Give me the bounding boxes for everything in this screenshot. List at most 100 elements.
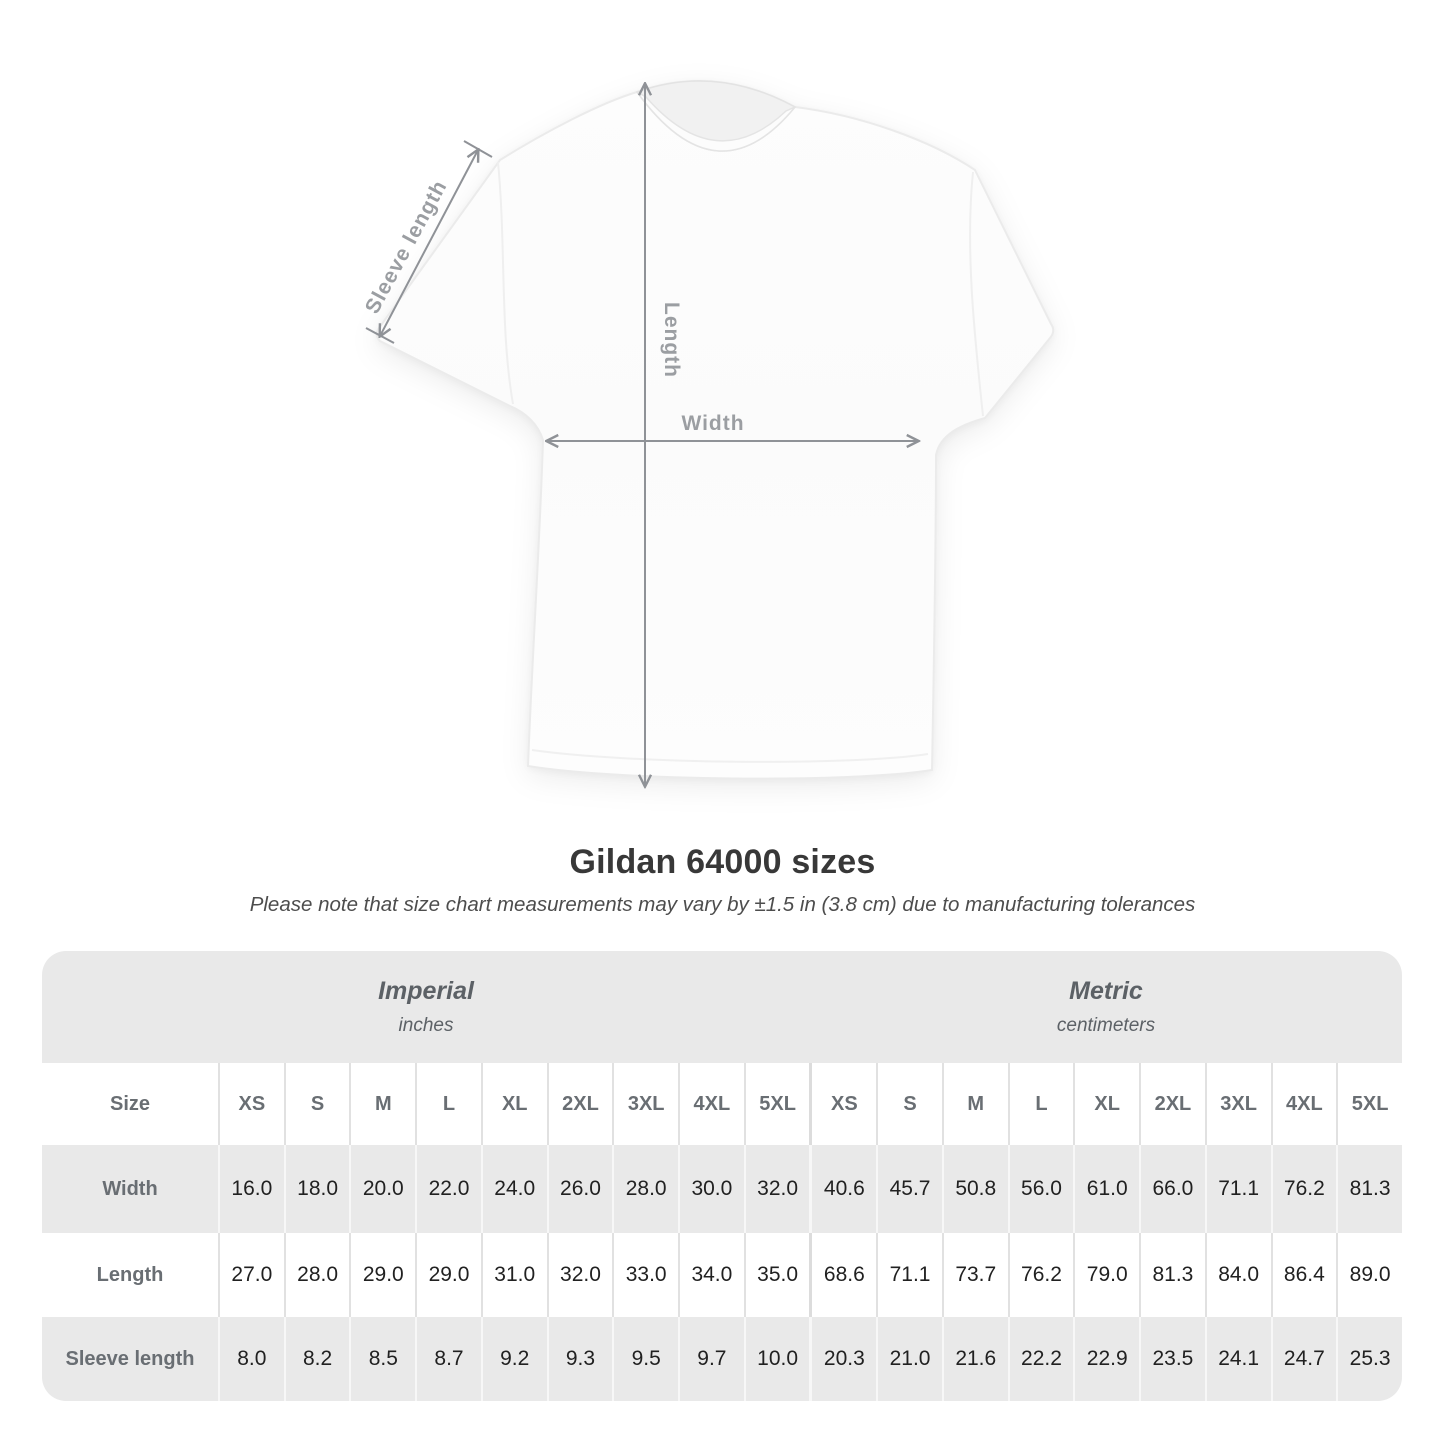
measurement-cell: 29.0 [415, 1233, 481, 1317]
unit-group-header-row: Imperial inches Metric centimeters [42, 951, 1402, 1063]
size-col-header: M [941, 1063, 1008, 1145]
size-col-header: 3XL [612, 1063, 678, 1145]
measurement-cell: 71.1 [876, 1233, 942, 1317]
measurement-cell: 81.3 [1336, 1145, 1402, 1233]
size-col-header: 5XL [1336, 1063, 1402, 1145]
size-col-header: M [349, 1063, 415, 1145]
measurement-cell: 28.0 [283, 1233, 350, 1317]
sleeve-length-row: Sleeve length 8.0 8.2 8.5 8.7 9.2 9.3 9.… [42, 1317, 1402, 1401]
size-col-header: 3XL [1204, 1063, 1271, 1145]
measurement-cell: 29.0 [349, 1233, 415, 1317]
measurement-cell: 50.8 [941, 1145, 1008, 1233]
length-row: Length 27.0 28.0 29.0 29.0 31.0 32.0 33.… [42, 1233, 1402, 1317]
measurement-cell: 76.2 [1007, 1233, 1074, 1317]
size-col-header: 5XL [743, 1063, 810, 1145]
measurement-cell: 32.0 [743, 1145, 810, 1233]
measurement-cell: 31.0 [480, 1233, 547, 1317]
size-col-header: 2XL [546, 1063, 613, 1145]
measurement-cell: 9.7 [678, 1317, 744, 1401]
imperial-label: Imperial [378, 977, 474, 1005]
size-col-header: 2XL [1139, 1063, 1205, 1145]
measurement-cell: 8.0 [218, 1317, 284, 1401]
measurement-cell: 68.6 [809, 1233, 876, 1317]
measurement-cell: 9.2 [480, 1317, 547, 1401]
sleeve-arrow-end-tick [463, 140, 493, 158]
measurement-cell: 24.1 [1204, 1317, 1271, 1401]
measurement-cell: 24.7 [1270, 1317, 1337, 1401]
measurement-cell: 56.0 [1007, 1145, 1074, 1233]
length-row-label: Length [96, 1263, 164, 1286]
measurement-cell: 20.3 [809, 1317, 876, 1401]
measurement-cell: 26.0 [546, 1145, 613, 1233]
tshirt-photo [375, 79, 1055, 780]
size-col-header: L [1007, 1063, 1074, 1145]
measurement-cell: 21.0 [876, 1317, 942, 1401]
measurement-cell: 27.0 [218, 1233, 284, 1317]
measurement-cell: 22.0 [415, 1145, 481, 1233]
size-table: Imperial inches Metric centimeters Size … [42, 951, 1402, 1401]
measurement-cell: 22.2 [1007, 1317, 1074, 1401]
width-row: Width 16.0 18.0 20.0 22.0 24.0 26.0 28.0… [42, 1145, 1402, 1233]
measurement-cell: 32.0 [546, 1233, 613, 1317]
measurement-arrows [365, 84, 918, 786]
measurement-cell: 18.0 [283, 1145, 350, 1233]
measurement-cell: 45.7 [876, 1145, 942, 1233]
measurement-cell: 89.0 [1336, 1233, 1402, 1317]
measurement-cell: 66.0 [1139, 1145, 1205, 1233]
size-col-header: L [415, 1063, 481, 1145]
measurement-cell: 71.1 [1204, 1145, 1271, 1233]
measurement-cell: 28.0 [612, 1145, 678, 1233]
hem-stitch [531, 749, 929, 763]
measurement-cell: 86.4 [1270, 1233, 1337, 1317]
measurement-cell: 10.0 [743, 1317, 810, 1401]
imperial-unit: inches [398, 1015, 454, 1036]
size-col-header: S [283, 1063, 350, 1145]
size-col-header: XL [1073, 1063, 1139, 1145]
metric-unit: centimeters [1056, 1015, 1156, 1036]
width-row-label: Width [102, 1177, 158, 1200]
size-header-row: Size XS S M L XL 2XL 3XL 4XL 5XL XS S M … [42, 1063, 1402, 1145]
measurement-cell: 84.0 [1204, 1233, 1271, 1317]
metric-group-header: Metric centimeters [810, 951, 1402, 1063]
length-label: Length [660, 302, 683, 378]
size-col-header: 4XL [1270, 1063, 1337, 1145]
measurement-cell: 34.0 [678, 1233, 744, 1317]
measurement-cell: 79.0 [1073, 1233, 1139, 1317]
tshirt-measurement-diagram: Sleeve length Length Width [361, 79, 1055, 835]
measurement-cell: 8.2 [283, 1317, 350, 1401]
imperial-group-header: Imperial inches [42, 951, 810, 1063]
sleeve-length-arrow [380, 150, 478, 336]
page-title: Gildan 64000 sizes [569, 843, 876, 881]
measurement-cell: 73.7 [941, 1233, 1008, 1317]
measurement-cell: 35.0 [743, 1233, 810, 1317]
measurement-cell: 8.7 [415, 1317, 481, 1401]
measurement-cell: 9.3 [546, 1317, 613, 1401]
collar-band [636, 91, 796, 152]
measurement-cell: 22.9 [1073, 1317, 1139, 1401]
size-col-header: S [876, 1063, 942, 1145]
measurement-cell: 9.5 [612, 1317, 678, 1401]
tolerance-note: Please note that size chart measurements… [249, 893, 1196, 916]
measurement-cell: 20.0 [349, 1145, 415, 1233]
measurement-cell: 16.0 [218, 1145, 284, 1233]
sleeve-row-label: Sleeve length [65, 1347, 195, 1370]
size-col-header: XS [218, 1063, 284, 1145]
right-sleeve-seam [969, 171, 984, 417]
sleeve-arrow-end-tick [365, 327, 395, 344]
size-col-header: XS [809, 1063, 876, 1145]
measurement-cell: 8.5 [349, 1317, 415, 1401]
size-col-header: 4XL [678, 1063, 744, 1145]
size-col-header: XL [480, 1063, 547, 1145]
measurement-cell: 33.0 [612, 1233, 678, 1317]
measurement-cell: 25.3 [1336, 1317, 1402, 1401]
measurement-cell: 81.3 [1139, 1233, 1205, 1317]
measurement-cell: 76.2 [1270, 1145, 1337, 1233]
measurement-cell: 30.0 [678, 1145, 744, 1233]
measurement-cell: 23.5 [1139, 1317, 1205, 1401]
measurement-cell: 21.6 [941, 1317, 1008, 1401]
size-row-label: Size [109, 1092, 151, 1115]
measurement-cell: 24.0 [480, 1145, 547, 1233]
metric-label: Metric [1069, 977, 1143, 1005]
left-sleeve-seam [497, 161, 514, 405]
